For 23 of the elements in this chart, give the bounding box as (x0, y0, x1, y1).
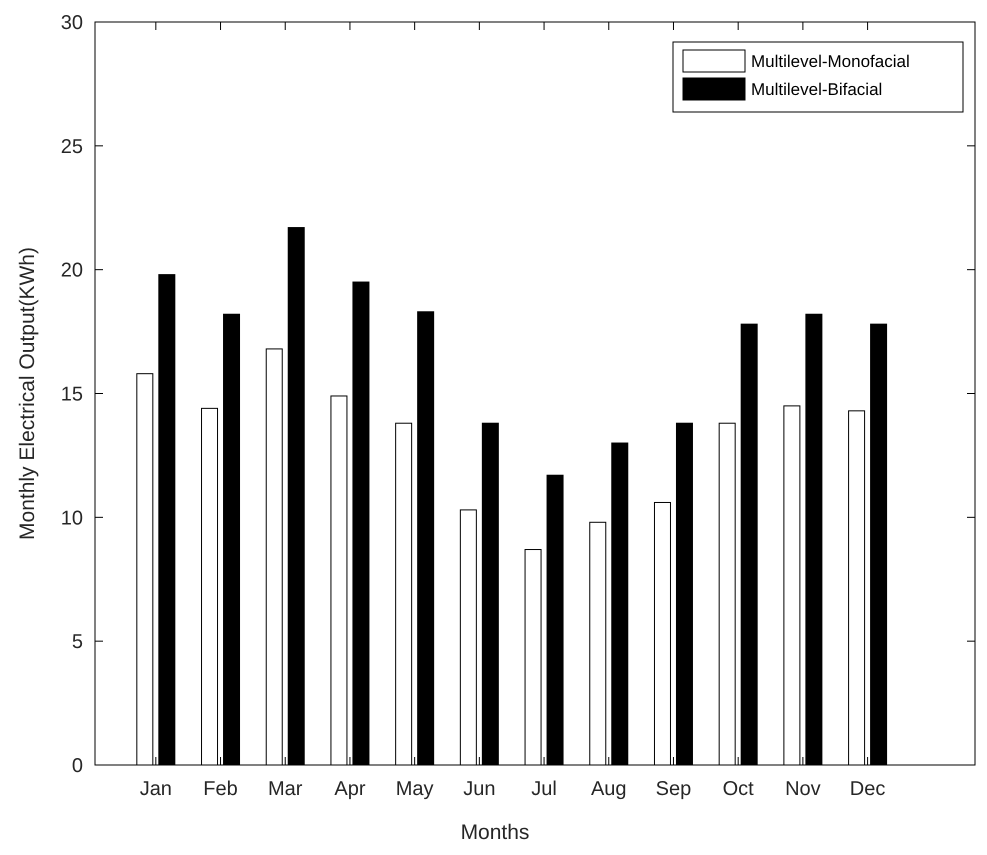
y-tick-label: 10 (60, 507, 83, 530)
y-tick-label: 5 (72, 631, 83, 654)
x-tick-label: May (396, 778, 434, 800)
x-tick-label: Jun (463, 778, 496, 800)
x-tick-label: Nov (785, 778, 821, 800)
x-tick-label: Mar (268, 778, 303, 800)
x-tick-label: Dec (850, 778, 886, 800)
x-tick-label: Jul (531, 778, 557, 800)
y-tick-label: 25 (60, 136, 83, 158)
x-tick-label: Sep (656, 778, 692, 800)
x-tick-label: Jan (140, 778, 172, 800)
y-tick-label: 20 (60, 260, 83, 282)
x-tick-label: Feb (203, 778, 238, 800)
x-tick-label: Apr (334, 778, 366, 800)
x-tick-label: Aug (590, 778, 627, 800)
y-tick-label: 15 (60, 384, 83, 406)
y-tick-label: 0 (72, 755, 83, 777)
x-tick-label: Oct (722, 778, 754, 800)
legend-label: Multilevel-Monofacial (751, 52, 910, 71)
legend-label: Multilevel-Bifacial (751, 80, 882, 99)
x-axis-title: Months (460, 821, 530, 844)
y-axis-title: Monthly Electrical Output(KWh) (16, 247, 39, 540)
y-tick-label: 30 (60, 12, 83, 34)
